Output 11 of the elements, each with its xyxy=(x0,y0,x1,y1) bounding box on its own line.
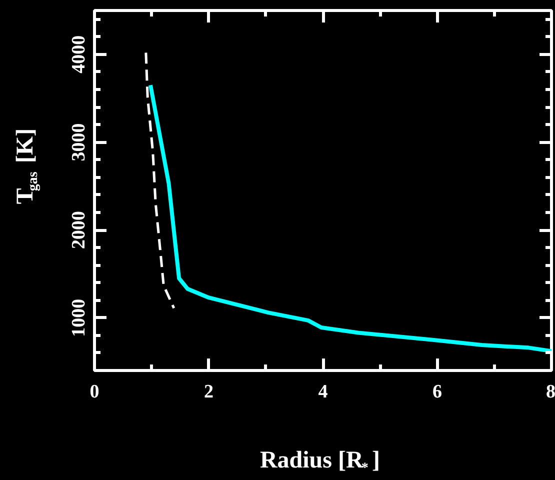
x-tick-label: 0 xyxy=(90,382,100,402)
x-tick-label: 2 xyxy=(204,382,214,402)
y-tick-label: 2000 xyxy=(68,211,90,250)
x-tick-label: 4 xyxy=(318,382,328,402)
x-tick-label: 6 xyxy=(432,382,442,402)
y-axis-title: Tgas [K] xyxy=(12,128,41,204)
y-tick-label: 4000 xyxy=(68,35,90,74)
x-axis-title: Radius [R*] xyxy=(260,448,380,476)
x-tick-label: 8 xyxy=(546,382,555,402)
y-tick-label: 1000 xyxy=(68,298,90,337)
y-tick-label: 3000 xyxy=(68,123,90,162)
